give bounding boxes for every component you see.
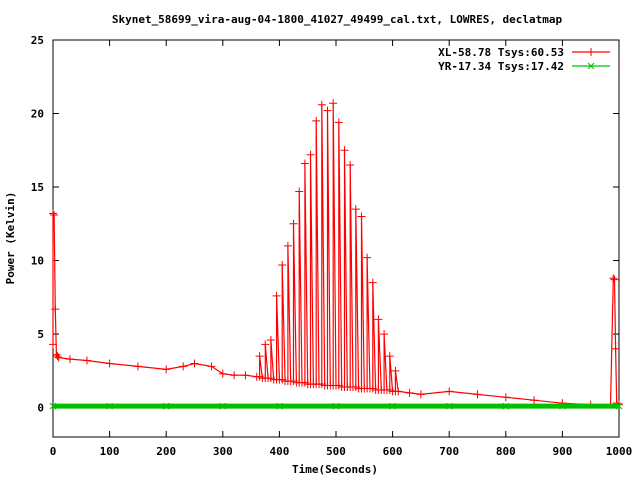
data-point: [351, 205, 360, 214]
y-axis-label: Power (Kelvin): [4, 192, 17, 285]
data-point: [611, 344, 620, 353]
x-tick-label: 500: [326, 445, 346, 458]
data-point: [53, 352, 62, 361]
data-point: [609, 274, 618, 283]
y-tick-label: 0: [37, 402, 44, 415]
data-point: [106, 402, 113, 410]
data-point: [610, 275, 619, 284]
y-tick-label: 5: [37, 328, 44, 341]
series-line: [52, 103, 620, 406]
data-point: [207, 362, 216, 371]
data-point: [363, 253, 372, 262]
data-point: [218, 369, 227, 378]
data-point: [49, 402, 57, 410]
y-tick-label: 10: [31, 255, 44, 268]
data-point: [54, 353, 63, 362]
data-point: [473, 390, 482, 399]
data-point: [380, 330, 389, 339]
data-point: [312, 116, 321, 125]
x-tick-label: 400: [269, 445, 289, 458]
chart-title: Skynet_58699_vira-aug-04-1800_41027_4949…: [112, 13, 563, 26]
data-point: [502, 402, 510, 410]
data-point: [587, 62, 595, 70]
data-point: [278, 260, 287, 269]
data-point: [389, 402, 396, 410]
series-layer: [49, 99, 623, 410]
data-point: [530, 396, 539, 405]
data-point: [374, 315, 383, 324]
data-point: [162, 365, 171, 374]
data-point: [416, 390, 425, 399]
data-point: [255, 352, 264, 361]
data-point: [283, 241, 292, 250]
data-point: [332, 402, 340, 410]
data-point: [105, 359, 114, 368]
data-point: [329, 99, 338, 108]
data-point: [65, 355, 74, 364]
data-point: [334, 118, 343, 127]
data-point: [306, 150, 315, 159]
data-point: [162, 402, 170, 410]
data-point: [615, 402, 623, 410]
data-point: [272, 291, 281, 300]
data-point: [276, 402, 283, 410]
data-point: [49, 209, 57, 218]
data-point: [133, 362, 142, 371]
x-axis-label: Time(Seconds): [292, 463, 378, 476]
x-tick-label: 200: [156, 445, 176, 458]
x-tick-label: 100: [100, 445, 120, 458]
x-tick-label: 700: [439, 445, 459, 458]
x-tick-label: 900: [552, 445, 572, 458]
y-axis: 0 5 10 15 20 25: [31, 34, 619, 415]
data-point: [346, 160, 355, 169]
data-point: [587, 48, 595, 56]
series-0: [49, 99, 623, 409]
data-point: [219, 402, 227, 410]
data-point: [261, 340, 270, 349]
data-point: [391, 366, 400, 375]
y-tick-label: 20: [31, 108, 44, 121]
x-axis: 0 100 200 300 400 500 600 700 800 900 1000: [50, 40, 633, 458]
data-point: [266, 335, 275, 344]
data-point: [317, 100, 326, 109]
y-tick-label: 25: [31, 34, 44, 47]
x-tick-label: 800: [496, 445, 516, 458]
data-point: [289, 219, 298, 228]
data-point: [190, 359, 199, 368]
data-point: [49, 340, 57, 349]
data-point: [445, 402, 453, 410]
x-tick-label: 300: [213, 445, 233, 458]
data-point: [51, 305, 60, 314]
data-point: [323, 106, 332, 115]
data-point: [385, 352, 394, 361]
x-tick-label: 600: [383, 445, 403, 458]
legend-label: XL-58.78 Tsys:60.53: [438, 46, 564, 59]
series-1: [49, 402, 623, 410]
data-point: [501, 393, 510, 402]
data-point: [394, 387, 403, 396]
data-point: [357, 212, 366, 221]
data-point: [300, 159, 309, 168]
y-tick-label: 15: [31, 181, 44, 194]
x-tick-label: 0: [50, 445, 57, 458]
data-point: [295, 187, 304, 196]
data-point: [50, 210, 59, 219]
data-point: [241, 371, 250, 380]
legend-label: YR-17.34 Tsys:17.42: [438, 60, 564, 73]
data-point: [368, 278, 377, 287]
data-point: [82, 356, 91, 365]
data-point: [559, 402, 566, 410]
data-point: [405, 388, 414, 397]
data-point: [230, 371, 239, 380]
x-tick-label: 1000: [606, 445, 633, 458]
data-point: [445, 387, 454, 396]
data-point: [340, 146, 349, 155]
data-point: [179, 362, 188, 371]
